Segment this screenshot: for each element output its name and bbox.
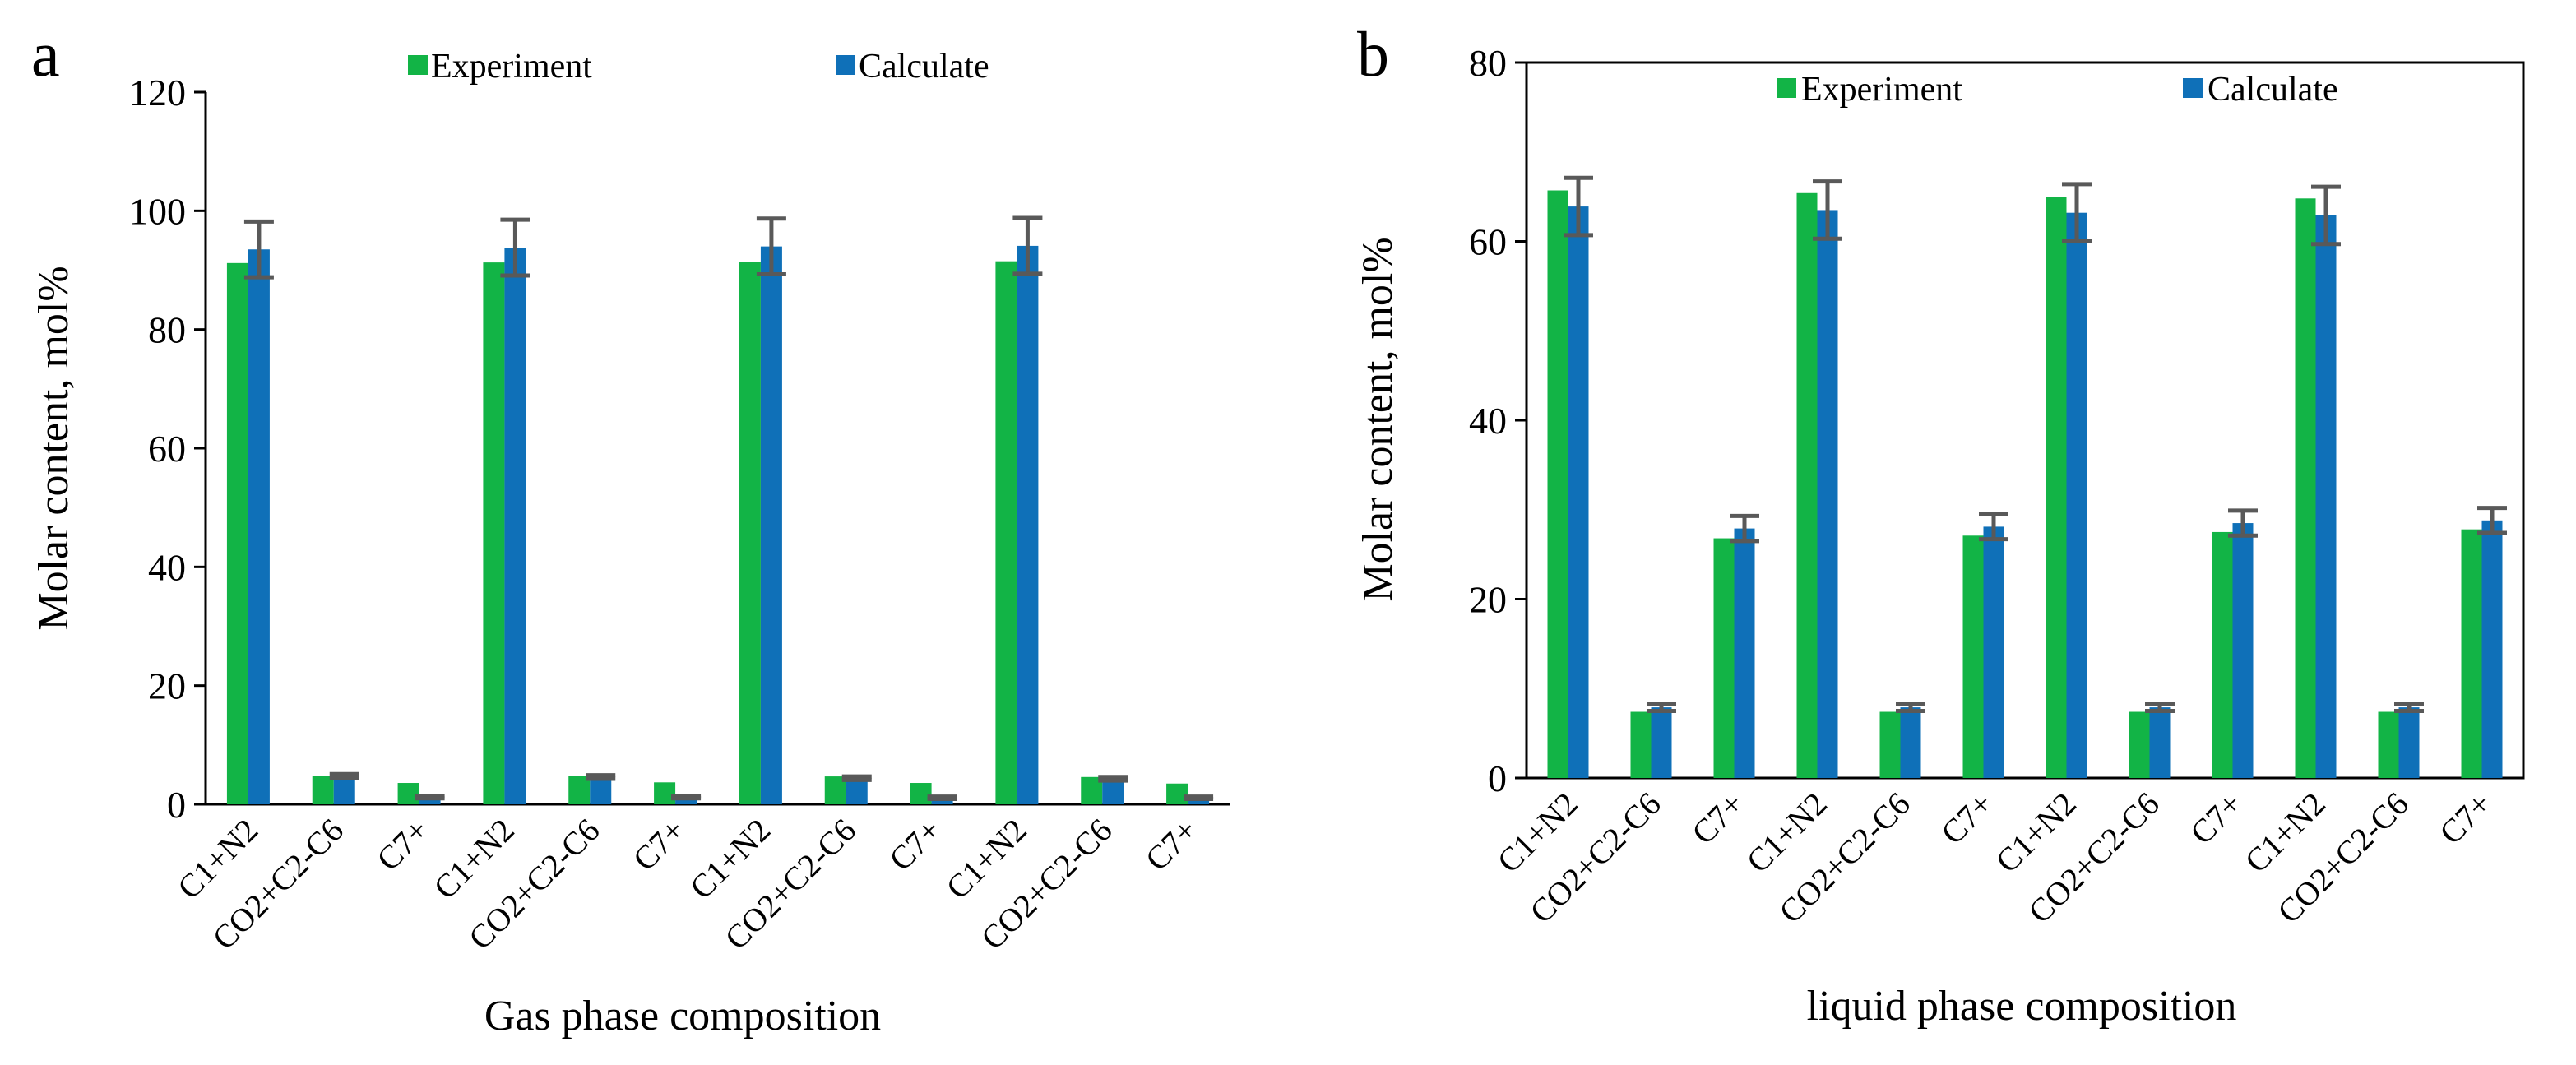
y-tick-label: 20 bbox=[1469, 579, 1507, 621]
legend-swatch-calculate-b bbox=[2183, 78, 2203, 98]
bar-experiment bbox=[312, 776, 334, 804]
bar-experiment bbox=[1166, 783, 1188, 804]
y-tick-label: 100 bbox=[129, 190, 186, 232]
bar-calculate bbox=[419, 797, 441, 804]
bar-calculate bbox=[1734, 528, 1755, 778]
bar-calculate bbox=[1568, 206, 1589, 778]
bar-experiment bbox=[2212, 531, 2233, 778]
legend-label-experiment-b: Experiment bbox=[1801, 71, 1962, 109]
bars-b bbox=[1547, 175, 2507, 779]
bar-calculate bbox=[1651, 707, 1672, 778]
bar-calculate bbox=[1983, 526, 2004, 778]
bar-experiment bbox=[1547, 190, 1568, 778]
bar-experiment bbox=[2129, 711, 2150, 778]
bar-experiment bbox=[1879, 711, 1901, 778]
category-label: C7+ bbox=[1684, 785, 1751, 852]
bar-calculate bbox=[504, 248, 526, 804]
bar-experiment bbox=[654, 782, 676, 804]
category-label: C7+ bbox=[1138, 812, 1205, 878]
bar-calculate bbox=[1817, 210, 1838, 778]
bar-calculate bbox=[1102, 778, 1124, 804]
bar-calculate bbox=[1900, 707, 1921, 778]
legend-b: Experiment Calculate bbox=[1777, 71, 2338, 109]
bar-experiment bbox=[226, 262, 248, 805]
bar-calculate bbox=[1188, 798, 1210, 804]
y-ticks-b: 0 20 40 60 80 bbox=[1469, 42, 1527, 799]
y-tick-label: 120 bbox=[129, 72, 186, 113]
bar-experiment bbox=[1713, 538, 1735, 778]
bar-calculate bbox=[2315, 215, 2337, 778]
legend-label-calculate-a: Calculate bbox=[859, 48, 989, 86]
bar-calculate bbox=[2066, 212, 2087, 778]
plot-frame-b bbox=[1525, 61, 2525, 780]
category-label: C7+ bbox=[369, 812, 436, 878]
category-label: C7+ bbox=[2432, 785, 2499, 852]
bar-calculate bbox=[846, 778, 868, 804]
legend-swatch-experiment-b bbox=[1777, 78, 1796, 98]
y-tick-label: 80 bbox=[148, 309, 186, 351]
category-label: C7+ bbox=[2183, 785, 2249, 852]
category-label: C7+ bbox=[626, 812, 693, 878]
x-axis-label-b: liquid phase composition bbox=[1807, 983, 2237, 1030]
bar-calculate bbox=[248, 249, 270, 804]
bar-calculate bbox=[931, 798, 953, 804]
y-tick-label: 40 bbox=[1469, 400, 1507, 442]
bar-experiment bbox=[397, 783, 419, 804]
y-tick-label: 0 bbox=[1488, 757, 1507, 799]
bar-experiment bbox=[1962, 535, 1984, 778]
bar-experiment bbox=[2295, 198, 2316, 779]
category-label: C7+ bbox=[1934, 785, 2000, 852]
y-ticks-a: 0 20 40 60 80 100 120 bbox=[129, 72, 206, 826]
y-axis-label-a: Molar content, mol% bbox=[30, 266, 77, 630]
panel-label-a: a bbox=[31, 18, 60, 90]
y-tick-label: 60 bbox=[1469, 221, 1507, 263]
legend-swatch-experiment-a bbox=[408, 55, 428, 75]
bar-calculate bbox=[2398, 707, 2420, 778]
bar-experiment bbox=[739, 262, 761, 804]
panel-label-b: b bbox=[1357, 18, 1389, 90]
bar-calculate bbox=[2232, 523, 2254, 778]
legend-label-experiment-a: Experiment bbox=[431, 48, 592, 86]
bar-experiment bbox=[2046, 197, 2067, 778]
y-axis-label-b: Molar content, mol% bbox=[1355, 237, 1402, 601]
bar-calculate bbox=[590, 776, 612, 804]
bar-experiment bbox=[2378, 711, 2399, 778]
bar-calculate bbox=[675, 797, 697, 804]
bar-calculate bbox=[1017, 245, 1039, 805]
bar-experiment bbox=[1796, 192, 1818, 778]
y-tick-label: 40 bbox=[148, 546, 186, 588]
bar-experiment bbox=[2461, 529, 2482, 778]
legend-label-calculate-b: Calculate bbox=[2208, 71, 2338, 109]
legend-a: Experiment Calculate bbox=[408, 48, 989, 86]
category-label: C7+ bbox=[882, 812, 948, 878]
bar-calculate bbox=[2149, 707, 2171, 778]
bar-experiment bbox=[1630, 711, 1652, 778]
bar-experiment bbox=[995, 261, 1017, 804]
bar-experiment bbox=[910, 783, 932, 804]
bar-calculate bbox=[333, 776, 355, 804]
bar-calculate bbox=[760, 246, 782, 805]
y-tick-label: 80 bbox=[1469, 42, 1507, 84]
legend-swatch-calculate-a bbox=[836, 55, 855, 75]
y-tick-label: 60 bbox=[148, 428, 186, 470]
bar-calculate bbox=[2481, 520, 2503, 778]
bar-experiment bbox=[483, 262, 505, 804]
bars-a bbox=[226, 215, 1214, 805]
x-axis-label-a: Gas phase composition bbox=[484, 993, 881, 1040]
y-tick-label: 0 bbox=[167, 784, 186, 826]
y-tick-label: 20 bbox=[148, 665, 186, 707]
